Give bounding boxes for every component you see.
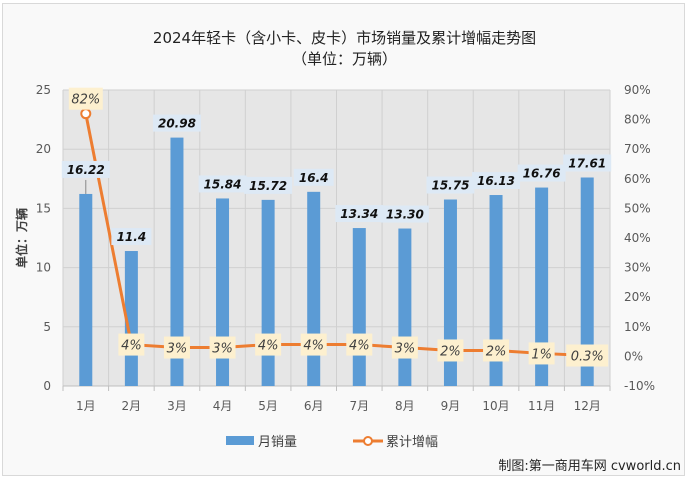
y2-axis-tick: 90% [624, 83, 651, 97]
bar[interactable] [79, 193, 93, 386]
bar-value-label: 16.13 [477, 174, 515, 188]
bar-value-label: 15.72 [249, 179, 287, 193]
bar[interactable] [489, 195, 503, 386]
bar[interactable] [443, 199, 457, 386]
legend-line-label: 累计增幅 [386, 435, 438, 450]
y2-axis-tick: 10% [624, 320, 651, 334]
bar[interactable] [580, 177, 594, 386]
bar-value-label: 15.84 [204, 177, 242, 191]
y2-axis-tick: 60% [624, 172, 651, 186]
bar-value-label: 16.76 [523, 167, 561, 181]
bar[interactable] [398, 228, 412, 386]
bar-value-label: 15.75 [431, 179, 469, 193]
y-axis-tick: 5 [43, 320, 51, 334]
line-value-label: 3% [395, 342, 416, 357]
legend-bar-swatch [226, 436, 254, 445]
x-axis-tick: 1月 [76, 399, 96, 413]
line-value-label: 3% [212, 342, 233, 357]
line-value-label: 4% [303, 339, 324, 354]
bar-value-label: 16.22 [67, 163, 105, 177]
y2-axis-tick: 0% [624, 349, 643, 363]
bar-value-label: 11.4 [117, 230, 147, 244]
x-axis-tick: 10月 [482, 399, 509, 413]
y2-axis-tick: 30% [624, 261, 651, 275]
bar[interactable] [307, 191, 321, 386]
bar-value-label: 17.61 [568, 156, 606, 170]
chart-subtitle: （单位：万辆） [291, 50, 397, 68]
bar[interactable] [535, 187, 549, 386]
line-value-label: 4% [349, 339, 370, 354]
x-axis-tick: 12月 [574, 399, 601, 413]
credit-text: 制图:第一商用车网 cvworld.cn [498, 459, 681, 474]
bar-value-label: 13.30 [386, 208, 424, 222]
bar[interactable] [170, 137, 184, 386]
legend-line-marker [363, 436, 373, 446]
bar[interactable] [261, 199, 275, 386]
line-value-label: 0.3% [571, 350, 604, 365]
y-axis-tick: 0 [43, 379, 51, 393]
y2-axis-tick: 40% [624, 231, 651, 245]
line-value-label: 82% [71, 93, 100, 108]
line-marker[interactable] [80, 108, 92, 120]
y-axis-tick: 20 [36, 142, 51, 156]
line-value-label: 1% [531, 347, 552, 362]
x-axis-tick: 11月 [528, 399, 555, 413]
line-value-label: 4% [258, 339, 279, 354]
bar-value-label: 16.4 [299, 171, 329, 185]
y2-axis-tick: -10% [624, 379, 655, 393]
x-axis-tick: 7月 [349, 399, 369, 413]
x-axis-tick: 2月 [122, 399, 142, 413]
x-axis-tick: 4月 [213, 399, 233, 413]
x-axis-tick: 5月 [258, 399, 278, 413]
legend-bar-label: 月销量 [258, 435, 297, 450]
y2-axis-tick: 50% [624, 201, 651, 215]
line-value-label: 2% [440, 344, 461, 359]
line-value-label: 2% [486, 344, 507, 359]
y-axis-tick: 10 [36, 261, 51, 275]
y2-axis-tick: 70% [624, 142, 651, 156]
y2-axis-tick: 80% [624, 113, 651, 127]
x-axis-tick: 3月 [167, 399, 187, 413]
y-axis-label: 单位：万辆 [14, 208, 29, 268]
chart-title: 2024年轻卡（含小卡、皮卡）市场销量及累计增幅走势图 [152, 29, 537, 47]
y2-axis-tick: 20% [624, 290, 651, 304]
x-axis-tick: 9月 [441, 399, 461, 413]
line-value-label: 4% [121, 339, 142, 354]
line-value-label: 3% [167, 342, 188, 357]
y-axis-tick: 25 [36, 83, 51, 97]
x-axis-tick: 8月 [395, 399, 415, 413]
bar[interactable] [352, 228, 366, 386]
bar-value-label: 13.34 [340, 207, 378, 221]
y-axis-tick: 15 [36, 201, 51, 215]
x-axis-tick: 6月 [304, 399, 324, 413]
bar-value-label: 20.98 [158, 117, 196, 131]
